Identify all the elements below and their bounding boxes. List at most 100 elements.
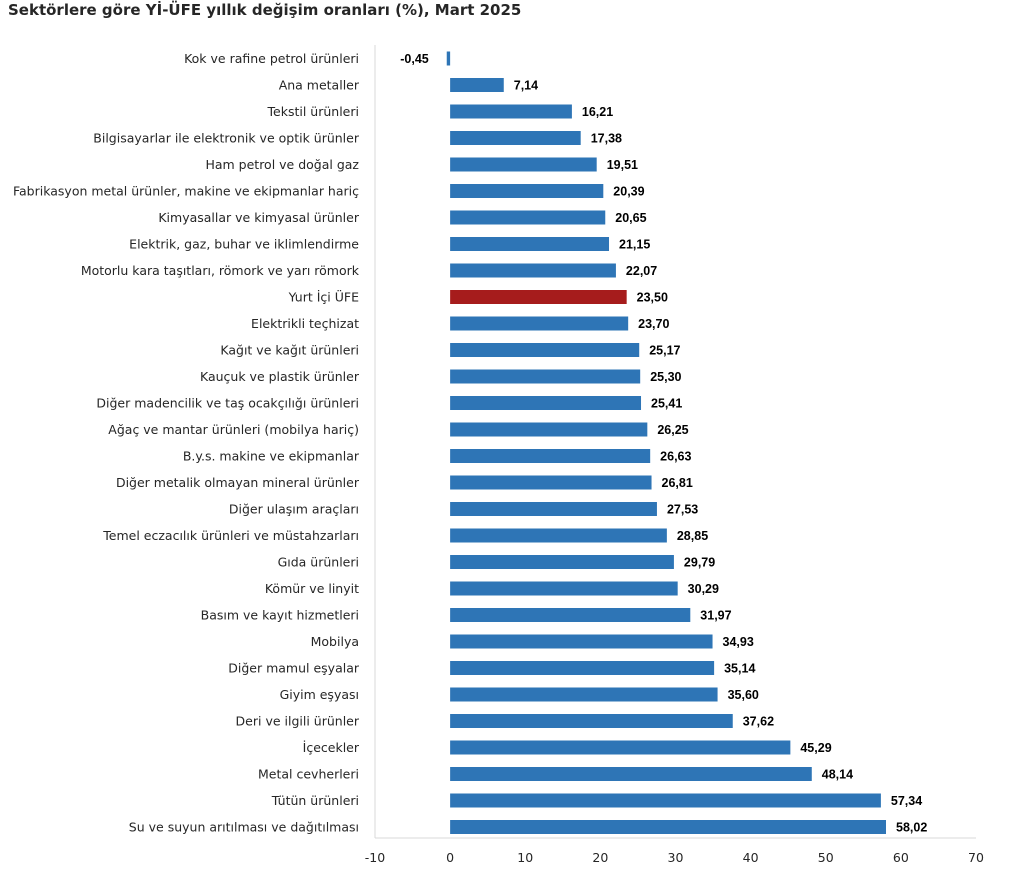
bar — [450, 78, 504, 92]
category-label: Temel eczacılık ürünleri ve müstahzarlar… — [102, 528, 359, 543]
data-label: 22,07 — [626, 264, 657, 278]
bar — [450, 343, 640, 357]
category-label: Mobilya — [311, 634, 359, 649]
x-tick-label: 70 — [968, 850, 984, 865]
category-label: Yurt İçi ÜFE — [288, 289, 359, 305]
category-label: Elektrik, gaz, buhar ve iklimlendirme — [129, 237, 359, 252]
bar — [450, 290, 627, 304]
data-label: 58,02 — [896, 821, 927, 835]
data-label: 23,50 — [637, 291, 668, 305]
bar — [450, 104, 572, 119]
bar — [450, 210, 606, 225]
data-label: 16,21 — [582, 105, 613, 119]
category-label: Ham petrol ve doğal gaz — [205, 157, 359, 172]
bar — [450, 237, 610, 251]
category-label: Giyim eşyası — [280, 687, 359, 702]
bar — [450, 820, 887, 834]
data-label: 27,53 — [667, 503, 698, 517]
data-label: 17,38 — [591, 132, 622, 146]
data-label: 23,70 — [638, 317, 669, 331]
data-label: 25,17 — [649, 344, 680, 358]
data-label: -0,45 — [400, 52, 429, 66]
category-label: Kağıt ve kağıt ürünleri — [220, 343, 359, 358]
category-label: Deri ve ilgili ürünler — [236, 714, 360, 729]
data-label: 37,62 — [743, 715, 774, 729]
bar — [450, 157, 597, 172]
category-label: Tütün ürünleri — [271, 793, 359, 808]
data-label: 20,65 — [615, 211, 646, 225]
bar — [450, 528, 667, 543]
bar — [450, 608, 691, 622]
x-tick-label: 60 — [893, 850, 909, 865]
bar — [450, 581, 678, 596]
category-label: Kauçuk ve plastik ürünler — [200, 369, 360, 384]
bar — [450, 369, 641, 384]
category-label: Motorlu kara taşıtları, römork ve yarı r… — [81, 263, 360, 278]
category-label: İçecekler — [303, 740, 360, 755]
bar — [450, 634, 713, 649]
bar — [446, 51, 451, 66]
bar — [450, 793, 881, 808]
bar — [450, 316, 629, 331]
bar — [450, 131, 581, 145]
data-label: 28,85 — [677, 529, 708, 543]
data-label: 26,81 — [662, 476, 693, 490]
category-label: Kimyasallar ve kimyasal ürünler — [158, 210, 359, 225]
x-tick-label: 20 — [592, 850, 608, 865]
data-label: 29,79 — [684, 556, 715, 570]
category-label: Ana metaller — [279, 78, 360, 93]
data-label: 7,14 — [514, 79, 538, 93]
category-label: Diğer ulaşım araçları — [229, 502, 359, 517]
data-label: 57,34 — [891, 794, 922, 808]
data-label: 35,14 — [724, 662, 755, 676]
category-label: Kömür ve linyit — [265, 581, 359, 596]
data-label: 26,25 — [657, 423, 688, 437]
data-label: 48,14 — [822, 768, 853, 782]
x-tick-label: 0 — [446, 850, 454, 865]
data-label: 19,51 — [607, 158, 638, 172]
bar — [450, 555, 674, 569]
category-label: Su ve suyun arıtılması ve dağıtılması — [129, 820, 359, 835]
data-label: 34,93 — [723, 635, 754, 649]
x-tick-label: -10 — [365, 850, 385, 865]
bar — [450, 396, 642, 410]
data-label: 26,63 — [660, 450, 691, 464]
category-label: Basım ve kayıt hizmetleri — [201, 608, 359, 623]
data-label: 21,15 — [619, 238, 650, 252]
data-label: 20,39 — [613, 185, 644, 199]
bar — [450, 687, 718, 702]
bar — [450, 740, 791, 755]
x-tick-label: 50 — [818, 850, 834, 865]
bar — [450, 767, 812, 781]
data-label: 45,29 — [800, 741, 831, 755]
bar — [450, 449, 651, 463]
bar — [450, 502, 657, 516]
category-label: Gıda ürünleri — [278, 555, 359, 570]
x-tick-label: 40 — [743, 850, 759, 865]
bar — [450, 475, 652, 490]
x-tick-label: 10 — [517, 850, 533, 865]
category-label: Metal cevherleri — [258, 767, 359, 782]
chart-title: Sektörlere göre Yİ-ÜFE yıllık değişim or… — [8, 1, 522, 19]
category-label: Diğer madencilik ve taş ocakçılığı ürünl… — [96, 396, 359, 411]
category-label: Kok ve rafine petrol ürünleri — [184, 51, 359, 66]
category-label: Ağaç ve mantar ürünleri (mobilya hariç) — [108, 422, 359, 437]
bar — [450, 661, 715, 675]
category-label: Fabrikasyon metal ürünler, makine ve eki… — [13, 184, 359, 199]
data-label: 25,30 — [650, 370, 681, 384]
bar — [450, 184, 604, 198]
category-label: Elektrikli teçhizat — [251, 316, 359, 331]
category-label: Tekstil ürünleri — [267, 104, 359, 119]
bar — [450, 263, 616, 278]
data-label: 31,97 — [700, 609, 731, 623]
category-label: Diğer mamul eşyalar — [228, 661, 360, 676]
category-label: Diğer metalik olmayan mineral ürünler — [116, 475, 360, 490]
data-label: 35,60 — [728, 688, 759, 702]
x-tick-label: 30 — [668, 850, 684, 865]
data-label: 25,41 — [651, 397, 682, 411]
category-label: Bilgisayarlar ile elektronik ve optik ür… — [93, 131, 360, 146]
bar — [450, 714, 733, 728]
bar — [450, 422, 648, 437]
